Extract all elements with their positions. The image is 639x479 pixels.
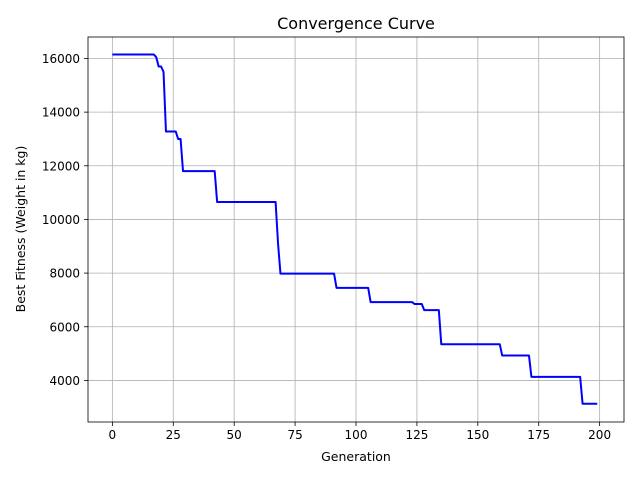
x-tick-label: 200 <box>588 428 611 442</box>
grid <box>88 37 624 422</box>
chart-title: Convergence Curve <box>277 14 435 33</box>
y-tick-label: 12000 <box>42 159 80 173</box>
y-axis-title: Best Fitness (Weight in kg) <box>13 146 28 313</box>
y-tick-label: 10000 <box>42 213 80 227</box>
x-axis: 0 25 50 75 100 125 150 175 200 <box>109 422 611 442</box>
x-tick-label: 100 <box>345 428 368 442</box>
x-tick-label: 175 <box>527 428 550 442</box>
convergence-line <box>112 53 598 405</box>
x-tick-label: 25 <box>166 428 181 442</box>
x-tick-label: 75 <box>287 428 302 442</box>
y-tick-label: 14000 <box>42 106 80 120</box>
y-axis: 4000 6000 8000 10000 12000 14000 16000 <box>42 52 88 388</box>
y-tick-label: 16000 <box>42 52 80 66</box>
y-tick-label: 6000 <box>49 320 80 334</box>
x-tick-label: 50 <box>227 428 242 442</box>
x-axis-title: Generation <box>321 449 391 464</box>
y-tick-label: 4000 <box>49 374 80 388</box>
series-layer <box>112 53 598 405</box>
x-tick-label: 0 <box>109 428 117 442</box>
x-tick-label: 150 <box>466 428 489 442</box>
y-tick-label: 8000 <box>49 267 80 281</box>
x-tick-label: 125 <box>405 428 428 442</box>
